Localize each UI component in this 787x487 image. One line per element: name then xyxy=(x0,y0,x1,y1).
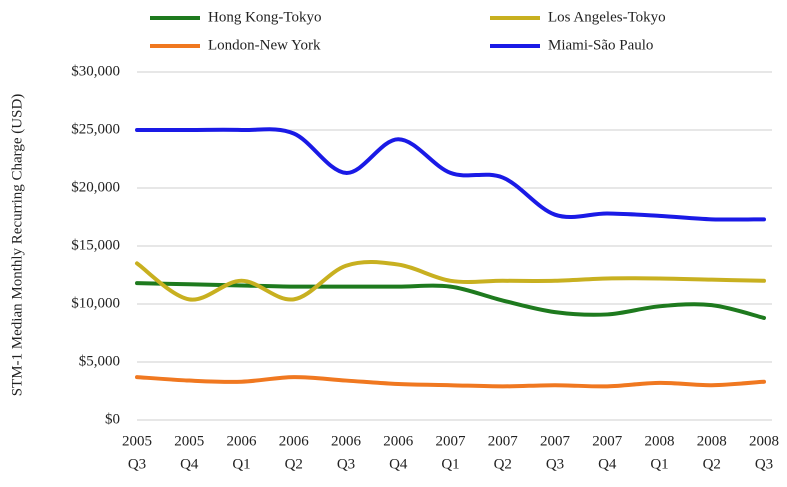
x-tick-label: 2006 xyxy=(279,433,310,449)
legend-label: Miami-São Paulo xyxy=(548,37,653,53)
x-tick-label: Q3 xyxy=(546,456,564,472)
x-tick-label: Q1 xyxy=(232,456,250,472)
x-tick-label: 2006 xyxy=(331,433,362,449)
x-tick-label: Q2 xyxy=(285,456,303,472)
x-tick-label: 2008 xyxy=(697,433,727,449)
x-tick-label: Q2 xyxy=(494,456,512,472)
x-tick-label: Q2 xyxy=(703,456,721,472)
series-line xyxy=(135,260,766,302)
x-tick-label: Q4 xyxy=(598,456,617,472)
series-line xyxy=(135,127,766,222)
x-tick-label: Q3 xyxy=(755,456,773,472)
series-line xyxy=(135,375,766,389)
x-tick-label: 2006 xyxy=(383,433,414,449)
x-tick-label: Q1 xyxy=(650,456,668,472)
x-tick-label: 2007 xyxy=(540,433,571,449)
x-tick-label: 2006 xyxy=(227,433,258,449)
y-tick-label: $0 xyxy=(105,411,120,427)
x-tick-label: Q4 xyxy=(180,456,199,472)
x-tick-label: Q3 xyxy=(337,456,355,472)
x-tick-label: 2005 xyxy=(174,433,204,449)
series-line xyxy=(135,281,766,320)
legend-label: Hong Kong-Tokyo xyxy=(208,9,322,25)
y-tick-label: $25,000 xyxy=(71,121,120,137)
x-tick-label: Q4 xyxy=(389,456,408,472)
x-tick-label: 2007 xyxy=(592,433,623,449)
x-tick-label: 2007 xyxy=(436,433,467,449)
x-tick-label: Q3 xyxy=(128,456,146,472)
x-tick-label: 2008 xyxy=(749,433,779,449)
y-tick-label: $15,000 xyxy=(71,237,120,253)
x-tick-label: 2008 xyxy=(645,433,675,449)
legend-label: London-New York xyxy=(208,37,321,53)
x-tick-label: 2005 xyxy=(122,433,152,449)
y-tick-label: $10,000 xyxy=(71,295,120,311)
x-tick-label: Q1 xyxy=(441,456,459,472)
y-tick-label: $20,000 xyxy=(71,179,120,195)
y-tick-label: $30,000 xyxy=(71,63,120,79)
x-tick-label: 2007 xyxy=(488,433,519,449)
y-axis-label: STM-1 Median Monthly Recurring Charge (U… xyxy=(9,94,25,397)
legend-label: Los Angeles-Tokyo xyxy=(548,9,666,25)
y-tick-label: $5,000 xyxy=(79,353,120,369)
